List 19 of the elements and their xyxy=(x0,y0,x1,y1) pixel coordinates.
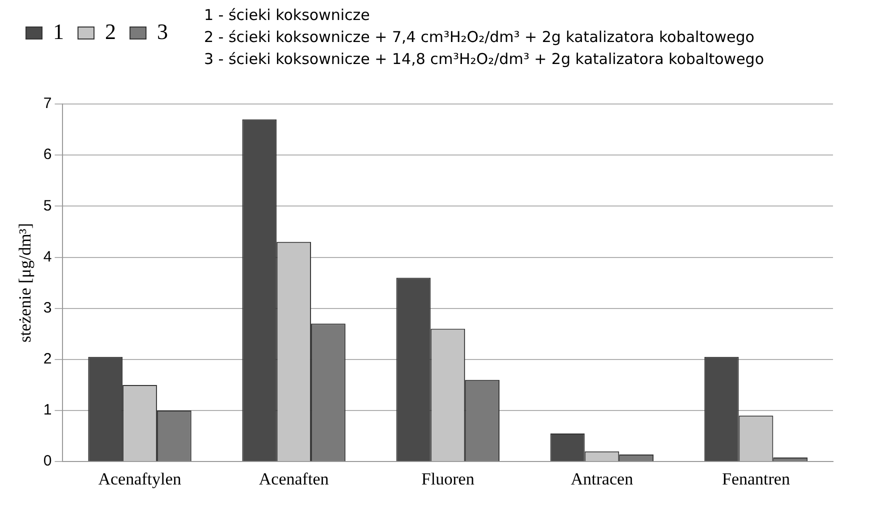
x-tick-label: Fenantren xyxy=(722,469,790,488)
x-tick-label: Antracen xyxy=(570,469,634,488)
y-tick-label: 3 xyxy=(43,299,52,316)
legend-label: 3 xyxy=(157,18,168,44)
y-tick-label: 1 xyxy=(43,402,52,419)
x-tick-label: Acenaften xyxy=(258,469,330,488)
y-tick-label: 6 xyxy=(43,146,52,164)
y-axis-title: steżenie [μg/dm³] xyxy=(16,223,35,343)
text: 2 - ścieki koksownicze + 7,4 cm³H₂O₂/dm³ + 2g katalizatora kobaltowego xyxy=(204,27,756,48)
y-tick-label: 4 xyxy=(43,248,52,266)
legend-label: 2 xyxy=(105,18,116,44)
text: 3 - ścieki koksownicze + 14,8 cm³H₂O₂/dm³ + 2g katalizatora kobaltowego xyxy=(204,49,764,70)
x-tick-label: Fluoren xyxy=(421,469,475,488)
y-tick-label: 0 xyxy=(43,452,52,470)
y-tick-label: 7 xyxy=(43,95,52,112)
y-tick-label: 2 xyxy=(43,350,52,368)
y-tick-label: 5 xyxy=(43,197,52,214)
x-tick-label: Acenaftylen xyxy=(98,469,182,488)
text: 1 - ścieki koksownicze xyxy=(204,5,371,26)
